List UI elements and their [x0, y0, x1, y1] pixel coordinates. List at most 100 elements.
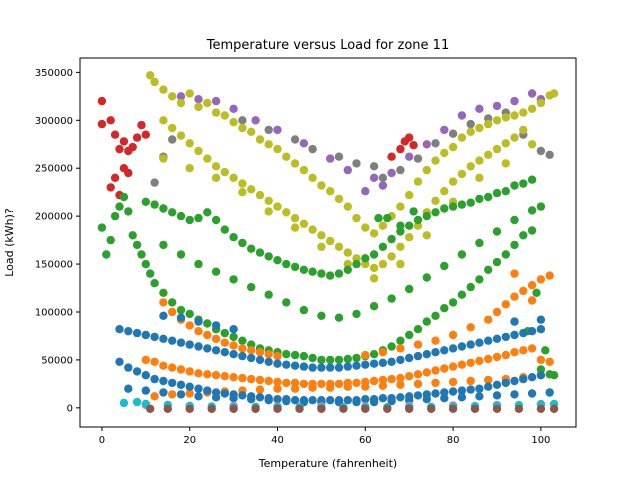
data-point-s3-99 [396, 259, 405, 269]
data-point-s6-90 [475, 384, 484, 393]
data-point-s5-56 [308, 383, 317, 392]
data-point-s6-122 [545, 388, 554, 397]
data-point-s5-35 [448, 362, 458, 371]
data-point-s9-3 [207, 404, 216, 413]
data-point-s4-123 [536, 202, 546, 211]
data-point-s3-9 [220, 111, 229, 120]
data-point-s5-99 [510, 269, 519, 278]
data-point-s4-28 [290, 350, 300, 360]
data-point-s3-22 [334, 194, 344, 204]
data-point-s6-8 [185, 340, 194, 349]
data-point-s0-9 [110, 173, 120, 182]
data-point-s3-6 [194, 102, 203, 112]
data-point-s9-10 [361, 404, 370, 413]
data-point-s6-44 [501, 332, 510, 342]
data-point-s5-6 [194, 369, 203, 378]
data-point-s3-43 [519, 108, 528, 117]
data-point-s5-96 [527, 281, 537, 290]
data-point-s6-67 [273, 395, 282, 404]
data-point-s5-40 [492, 352, 502, 362]
data-point-s4-30 [308, 353, 317, 363]
data-point-s9-19 [549, 404, 559, 413]
data-point-s0-19 [405, 133, 414, 142]
data-point-s1-21 [361, 187, 370, 196]
data-point-s3-49 [168, 123, 177, 133]
data-point-s8-0 [119, 398, 129, 408]
data-point-s4-66 [229, 233, 238, 242]
data-point-s4-91 [448, 202, 458, 211]
data-point-s3-104 [527, 140, 537, 149]
data-point-s5-24 [352, 378, 361, 388]
data-point-s4-119 [475, 238, 484, 248]
data-point-s6-115 [422, 395, 431, 404]
data-point-s5-41 [501, 350, 510, 360]
data-point-s3-87 [501, 139, 510, 148]
data-point-s4-110 [317, 311, 326, 320]
data-point-s6-112 [369, 397, 379, 407]
data-point-s3-4 [176, 98, 186, 108]
data-point-s3-53 [203, 154, 212, 163]
x-tick-label-0: 0 [99, 435, 105, 446]
data-point-s4-103 [194, 259, 203, 269]
data-point-s0-3 [110, 130, 120, 139]
data-point-s3-25 [361, 223, 370, 232]
data-point-s4-98 [510, 181, 519, 190]
data-point-s5-77 [220, 338, 229, 347]
data-point-s4-75 [308, 267, 317, 276]
data-point-s4-39 [387, 342, 396, 351]
data-point-s4-9 [137, 250, 146, 259]
data-point-s4-106 [247, 282, 256, 292]
data-point-s4-131 [383, 213, 392, 223]
data-point-s4-59 [168, 208, 177, 217]
data-point-s6-101 [176, 390, 186, 399]
data-point-s5-59 [361, 382, 370, 391]
data-point-s5-92 [492, 307, 502, 317]
data-point-s3-89 [519, 125, 528, 135]
data-point-s3-80 [440, 187, 449, 196]
data-point-s3-36 [457, 133, 467, 142]
data-point-s6-47 [527, 327, 537, 336]
data-point-s6-77 [361, 395, 370, 404]
data-point-s4-74 [299, 265, 309, 274]
data-point-s4-121 [510, 215, 519, 225]
data-point-s4-34 [343, 354, 352, 364]
data-point-s0-4 [115, 144, 124, 154]
data-point-s6-105 [247, 395, 256, 404]
data-point-s3-64 [299, 219, 309, 228]
data-point-s4-31 [317, 355, 326, 365]
data-point-s3-96 [317, 242, 326, 251]
data-point-s4-124 [541, 346, 550, 355]
data-point-s4-116 [422, 273, 431, 282]
data-point-s6-61 [220, 389, 229, 398]
data-point-s5-88 [431, 336, 440, 345]
data-point-s4-6 [124, 207, 133, 216]
data-point-s6-93 [501, 378, 510, 388]
data-point-s4-80 [352, 259, 361, 269]
data-point-s6-24 [326, 363, 335, 372]
data-point-s5-9 [220, 372, 229, 381]
x-axis: 0 20 40 60 80 100 [99, 427, 550, 446]
data-point-s6-123 [159, 311, 168, 320]
data-point-s6-32 [396, 355, 405, 365]
data-point-s4-117 [440, 261, 449, 271]
data-point-s1-3 [229, 104, 238, 114]
x-tick-label-1: 20 [183, 435, 196, 446]
x-tick-label-2: 40 [271, 435, 284, 446]
data-point-s4-79 [343, 265, 352, 274]
data-point-s6-96 [527, 373, 537, 382]
data-point-s9-14 [448, 404, 458, 413]
data-point-s4-96 [492, 188, 502, 198]
data-point-s5-83 [273, 351, 282, 361]
data-point-s3-103 [501, 159, 510, 168]
data-point-s3-68 [334, 242, 344, 251]
data-point-s3-74 [387, 252, 396, 261]
data-point-s0-2 [106, 116, 115, 125]
data-point-s4-82 [369, 250, 379, 259]
data-point-s3-38 [475, 123, 484, 133]
data-point-s4-14 [168, 298, 177, 307]
data-point-s4-133 [409, 207, 418, 216]
data-point-s6-65 [255, 393, 265, 402]
data-point-s0-14 [137, 120, 146, 130]
data-point-s3-73 [378, 259, 388, 269]
data-point-s6-23 [317, 363, 326, 372]
